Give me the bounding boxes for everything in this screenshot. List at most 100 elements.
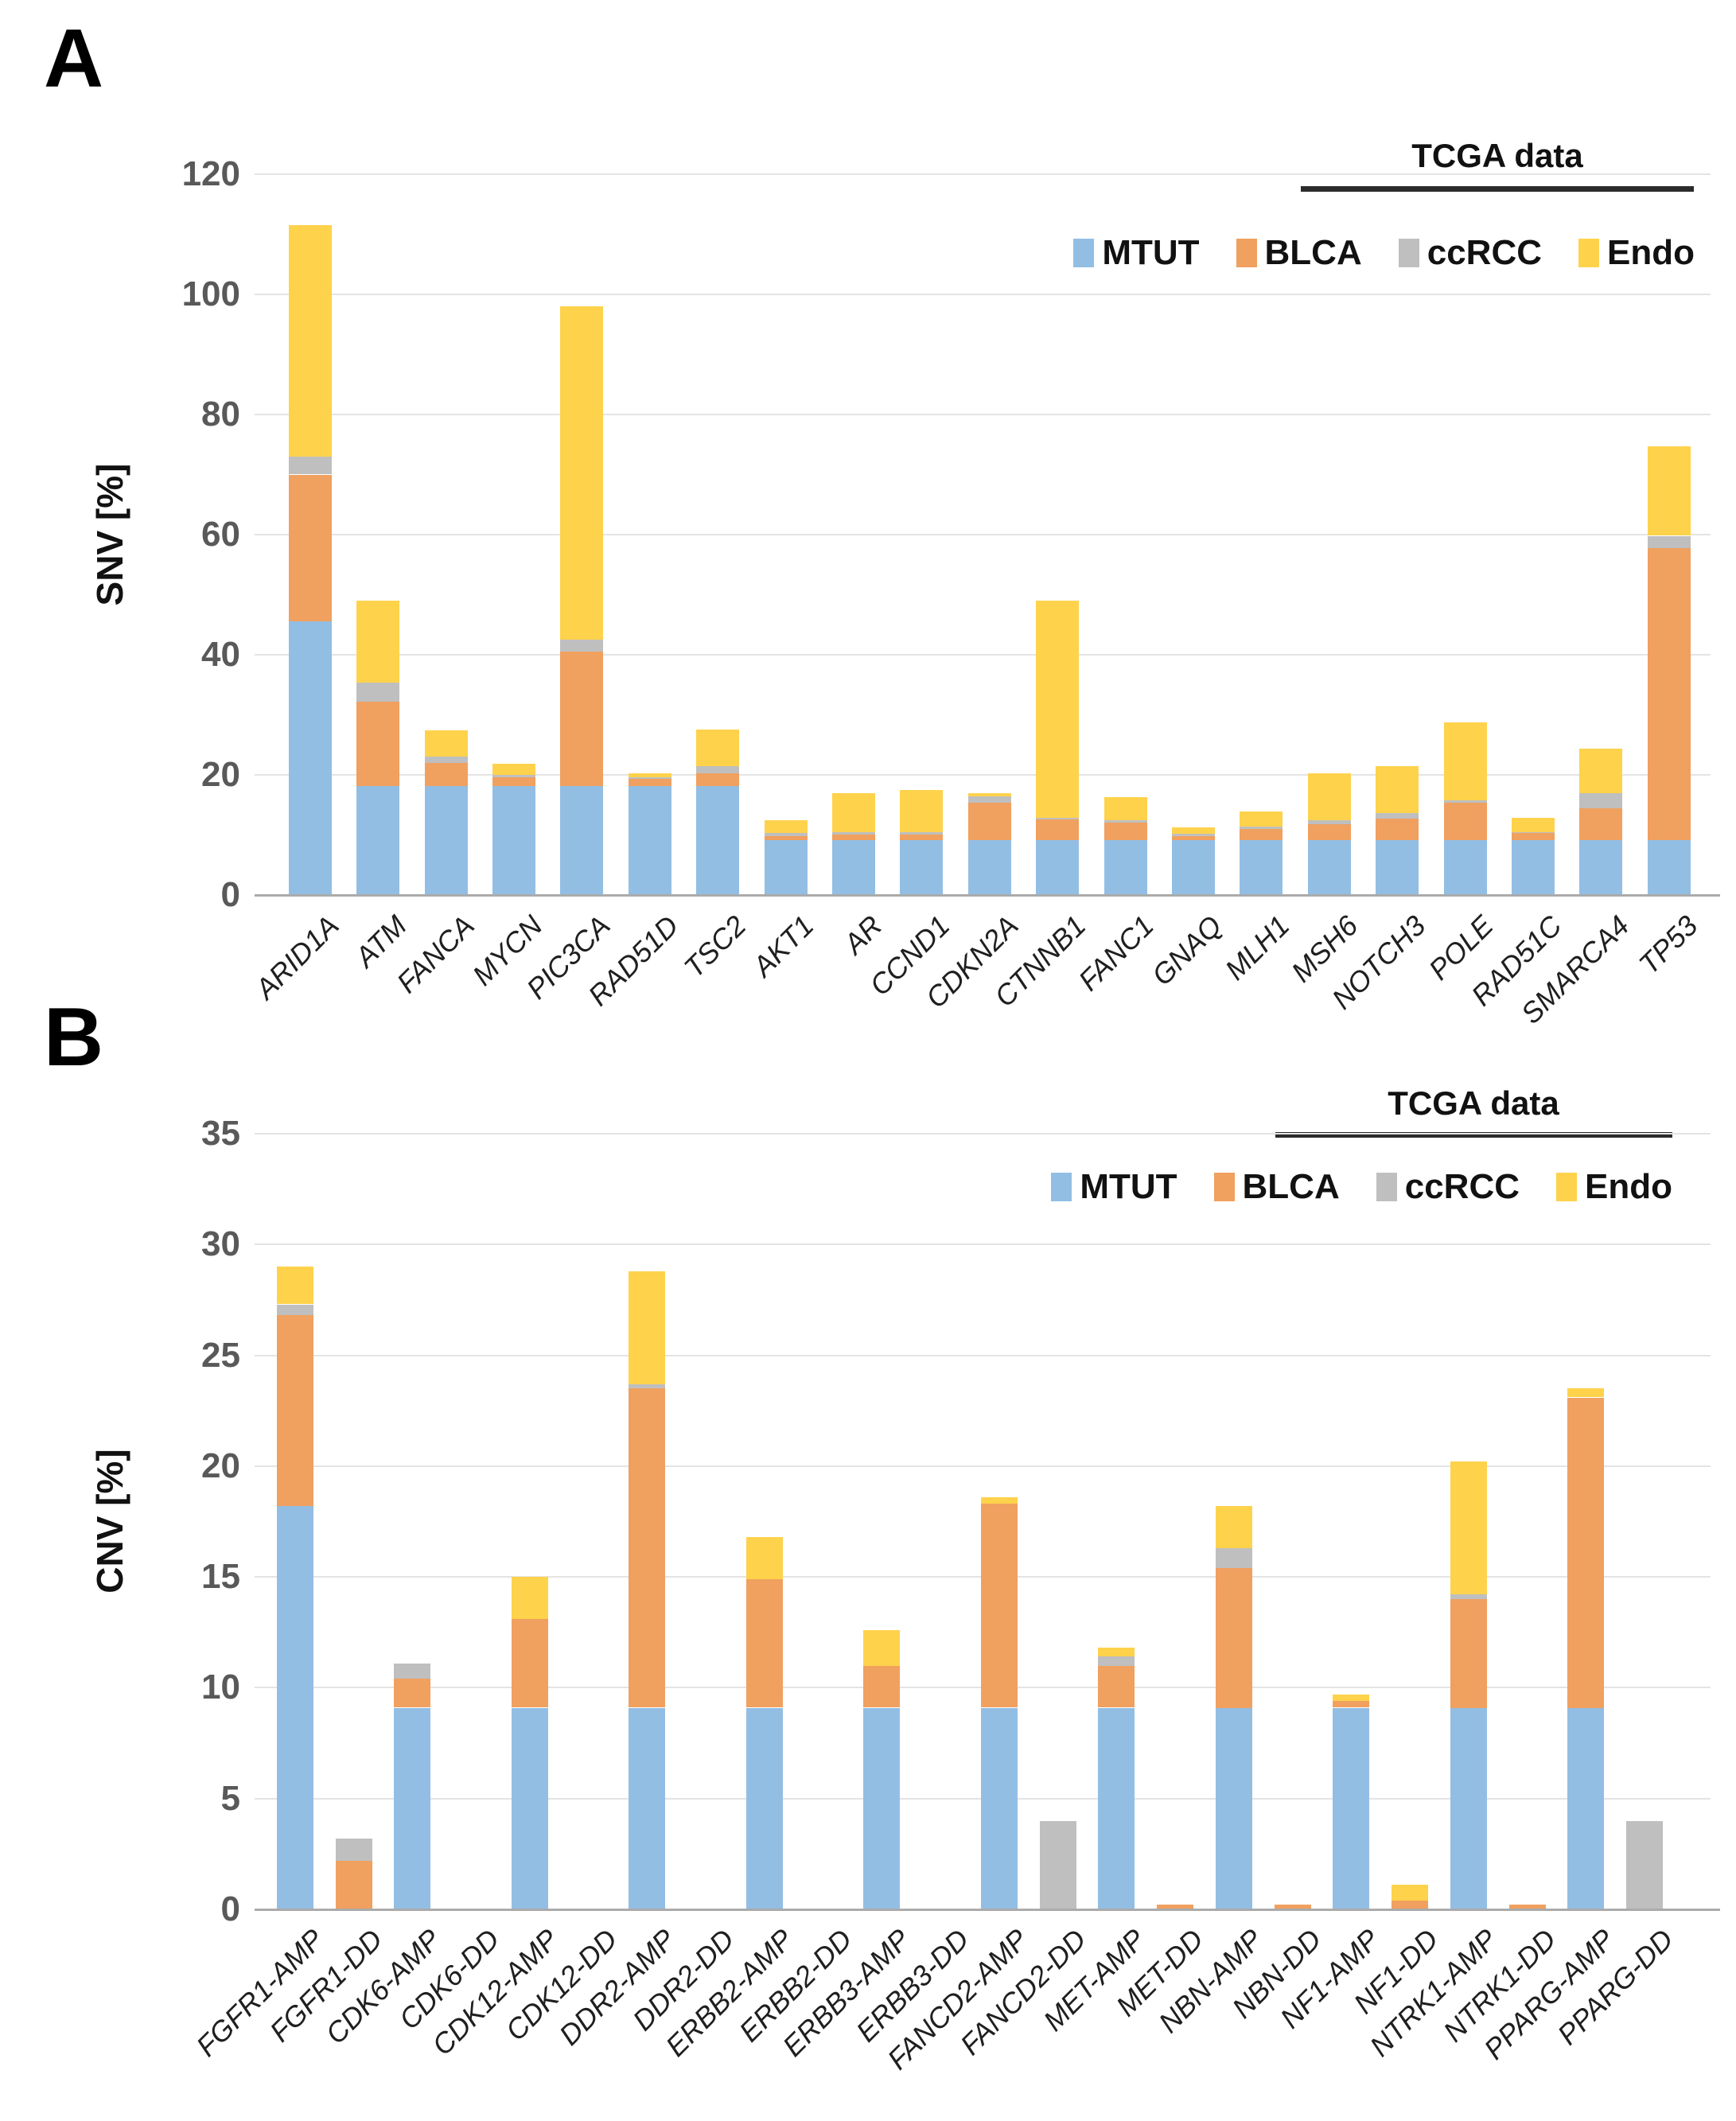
x-category-label: AR — [837, 909, 889, 960]
bar-segment-ccrcc-met-amp — [1098, 1656, 1135, 1666]
bar-segment-blca-mlh1 — [1240, 828, 1283, 841]
panel-b-letter: B — [44, 991, 104, 1084]
bar-segment-blca-fgfr1-dd — [335, 1860, 372, 1909]
bar-segment-mtut-pole — [1443, 840, 1487, 895]
x-category-label: ARID1A — [248, 909, 345, 1006]
y-tick-label: 25 — [201, 1335, 240, 1375]
bar-segment-mtut-gnaq — [1171, 840, 1215, 895]
x-category-label: TP53 — [1632, 909, 1704, 981]
legend-label: BLCA — [1264, 233, 1362, 272]
bar-segment-endo-met-amp — [1098, 1648, 1135, 1657]
bar-segment-mtut-ddr2-amp — [629, 1707, 666, 1909]
bar-segment-mtut-pic3ca — [560, 785, 604, 895]
bar-segment-blca-rad51d — [628, 778, 671, 786]
bar-segment-blca-cdk12-amp — [511, 1619, 548, 1708]
bar-segment-mtut-ccnd1 — [900, 840, 944, 895]
bar-segment-ccrcc-ctnnb1 — [1036, 817, 1080, 819]
bar-segment-ccrcc-arid1a — [288, 456, 332, 475]
bar-segment-ccrcc-pic3ca — [560, 640, 604, 652]
bar-segment-endo-ddr2-amp — [629, 1271, 666, 1384]
bar-segment-mtut-tp53 — [1647, 840, 1691, 895]
bar-segment-blca-tp53 — [1647, 547, 1691, 841]
bar-segment-endo-erbb2-amp — [745, 1537, 783, 1579]
bar-segment-blca-gnaq — [1171, 836, 1215, 841]
bar-segment-blca-ar — [831, 834, 875, 841]
bar-segment-blca-ddr2-amp — [629, 1388, 666, 1708]
chart-b-legend: MTUT BLCA ccRCC Endo — [1051, 1166, 1672, 1208]
bar-segment-mtut-fanc1 — [1103, 840, 1147, 895]
bar-segment-blca-nbn-dd — [1274, 1905, 1311, 1909]
bar-segment-blca-erbb3-amp — [863, 1665, 901, 1708]
bar-segment-blca-atm — [356, 701, 400, 786]
mtut-swatch-icon — [1051, 1173, 1072, 1201]
bar-segment-endo-pparg-amp — [1567, 1388, 1605, 1398]
bar-segment-endo-pole — [1443, 722, 1487, 800]
bar-segment-endo-erbb3-amp — [863, 1630, 901, 1666]
bar-segment-blca-notch3 — [1376, 819, 1419, 841]
bar-segment-blca-pparg-amp — [1567, 1397, 1605, 1708]
bar-segment-mtut-notch3 — [1376, 840, 1419, 895]
bar-segment-blca-cdk6-amp — [394, 1679, 431, 1708]
bar-segment-blca-nbn-amp — [1215, 1568, 1252, 1708]
blca-swatch-icon — [1213, 1173, 1235, 1201]
bar-segment-endo-arid1a — [288, 225, 332, 457]
bar-segment-endo-tp53 — [1647, 446, 1691, 536]
bar-segment-blca-met-dd — [1157, 1905, 1194, 1909]
chart-a-legend: MTUT BLCA ccRCC Endo — [1073, 232, 1695, 274]
y-tick-label: 40 — [201, 635, 240, 674]
bar-segment-ccrcc-rad51d — [628, 777, 671, 779]
legend-item-endo: Endo — [1556, 1167, 1672, 1207]
gridline — [255, 534, 1711, 535]
bar-segment-endo-smarca4 — [1579, 748, 1623, 793]
bar-segment-ccrcc-fanc1 — [1103, 819, 1147, 823]
bar-segment-mtut-ctnnb1 — [1036, 840, 1080, 895]
gridline — [255, 1243, 1711, 1246]
bar-segment-mtut-nf1-amp — [1333, 1707, 1370, 1909]
bar-segment-mtut-erbb3-amp — [863, 1707, 901, 1909]
bar-segment-blca-nf1-dd — [1392, 1900, 1429, 1909]
gridline — [255, 414, 1711, 415]
bar-segment-ccrcc-pparg-dd — [1626, 1820, 1664, 1909]
bar-segment-blca-met-amp — [1098, 1665, 1135, 1708]
bar-segment-endo-msh6 — [1307, 773, 1351, 820]
bar-segment-ccrcc-tsc2 — [696, 765, 740, 774]
bar-segment-mtut-fgfr1-amp — [276, 1506, 313, 1909]
x-category-label: GNAQ — [1145, 909, 1228, 992]
bar-segment-ccrcc-mlh1 — [1240, 826, 1283, 829]
bar-segment-blca-akt1 — [764, 836, 808, 841]
bar-segment-endo-fgfr1-amp — [276, 1267, 313, 1305]
bar-segment-endo-akt1 — [764, 819, 808, 834]
bar-segment-mtut-tsc2 — [696, 785, 740, 895]
bar-segment-ccrcc-fanca — [424, 757, 468, 763]
y-tick-label: 120 — [181, 154, 240, 193]
bar-segment-ccrcc-ddr2-amp — [629, 1384, 666, 1389]
bar-segment-ccrcc-fgfr1-amp — [276, 1304, 313, 1316]
chart-a-tcga-data-label: TCGA data — [1411, 137, 1583, 174]
bar-segment-mtut-erbb2-amp — [745, 1707, 783, 1909]
x-category-label: MLH1 — [1218, 909, 1296, 987]
gridline — [255, 1354, 1711, 1356]
legend-item-mtut: MTUT — [1073, 233, 1200, 273]
bar-segment-endo-nf1-dd — [1392, 1885, 1429, 1901]
legend-item-blca: BLCA — [1213, 1167, 1340, 1207]
bar-segment-mtut-pparg-amp — [1567, 1707, 1605, 1909]
blca-swatch-icon — [1236, 239, 1257, 267]
y-tick-label: 10 — [201, 1668, 240, 1707]
endo-swatch-icon — [1578, 239, 1600, 267]
legend-label: MTUT — [1080, 1167, 1177, 1206]
legend-item-ccrcc: ccRCC — [1398, 233, 1542, 273]
bar-segment-blca-pic3ca — [560, 652, 604, 786]
y-tick-label: 100 — [181, 274, 240, 313]
gridline — [255, 1133, 1711, 1134]
bar-segment-blca-cdkn2a — [967, 802, 1011, 841]
bar-segment-blca-ntrk1-amp — [1450, 1599, 1487, 1708]
bar-segment-mtut-cdk12-amp — [511, 1707, 548, 1909]
bar-segment-mtut-fancd2-amp — [980, 1707, 1018, 1909]
y-tick-label: 20 — [201, 1446, 240, 1485]
endo-swatch-icon — [1556, 1173, 1578, 1201]
bar-segment-endo-ar — [831, 793, 875, 833]
legend-item-ccrcc: ccRCC — [1376, 1167, 1520, 1207]
y-tick-label: 80 — [201, 395, 240, 434]
legend-label: Endo — [1607, 233, 1695, 272]
